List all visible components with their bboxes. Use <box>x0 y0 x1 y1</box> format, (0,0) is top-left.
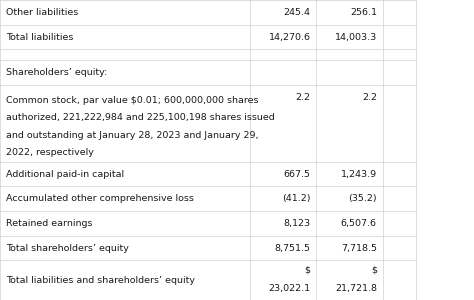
Text: Total liabilities: Total liabilities <box>6 32 73 41</box>
Text: 245.4: 245.4 <box>283 8 310 17</box>
Text: Additional paid-in capital: Additional paid-in capital <box>6 169 124 178</box>
Text: 14,003.3: 14,003.3 <box>335 32 377 41</box>
Text: 21,721.8: 21,721.8 <box>335 284 377 293</box>
Text: Total shareholders’ equity: Total shareholders’ equity <box>6 244 129 253</box>
Text: 256.1: 256.1 <box>350 8 377 17</box>
Text: Accumulated other comprehensive loss: Accumulated other comprehensive loss <box>6 194 194 203</box>
Text: $: $ <box>371 266 377 275</box>
Text: 6,507.6: 6,507.6 <box>341 219 377 228</box>
Text: $: $ <box>304 266 310 275</box>
Text: 8,123: 8,123 <box>283 219 310 228</box>
Text: 23,022.1: 23,022.1 <box>268 284 310 293</box>
Text: Total liabilities and shareholders’ equity: Total liabilities and shareholders’ equi… <box>6 276 195 285</box>
Text: 2.2: 2.2 <box>295 93 310 102</box>
Text: (41.2): (41.2) <box>282 194 310 203</box>
Text: Retained earnings: Retained earnings <box>6 219 92 228</box>
Text: Common stock, par value $0.01; 600,000,000 shares: Common stock, par value $0.01; 600,000,0… <box>6 96 259 105</box>
Text: 1,243.9: 1,243.9 <box>341 169 377 178</box>
Text: 2022, respectively: 2022, respectively <box>6 148 94 158</box>
Text: and outstanding at January 28, 2023 and January 29,: and outstanding at January 28, 2023 and … <box>6 131 259 140</box>
Text: 7,718.5: 7,718.5 <box>341 244 377 253</box>
Text: Shareholders’ equity:: Shareholders’ equity: <box>6 68 108 77</box>
Text: authorized, 221,222,984 and 225,100,198 shares issued: authorized, 221,222,984 and 225,100,198 … <box>6 113 275 122</box>
Text: 2.2: 2.2 <box>362 93 377 102</box>
Text: 667.5: 667.5 <box>283 169 310 178</box>
Text: Other liabilities: Other liabilities <box>6 8 78 17</box>
Text: 8,751.5: 8,751.5 <box>274 244 310 253</box>
Text: 14,270.6: 14,270.6 <box>268 32 310 41</box>
Text: (35.2): (35.2) <box>348 194 377 203</box>
